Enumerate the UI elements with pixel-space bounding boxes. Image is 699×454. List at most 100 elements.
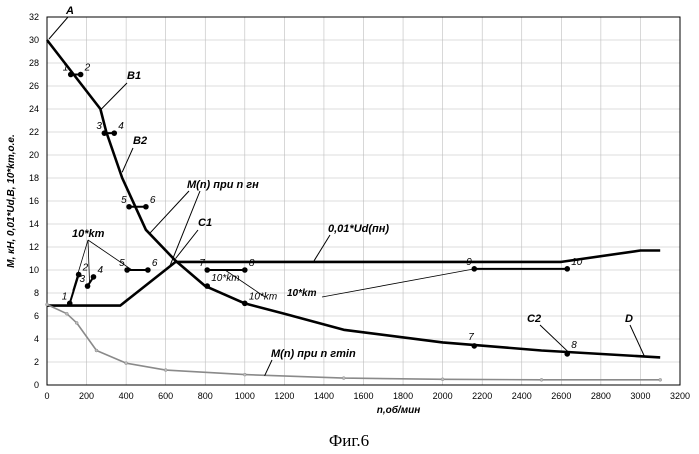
point-label: 1	[62, 291, 68, 302]
annotation-10km: 10*km	[72, 228, 105, 240]
x-tick-label: 600	[158, 391, 173, 401]
km-segment-point	[91, 274, 97, 280]
series-line	[47, 251, 660, 306]
tangent-segment-point	[111, 130, 117, 136]
x-tick-label: 2000	[433, 391, 453, 401]
series-point	[46, 303, 49, 306]
point-label: 4	[118, 121, 124, 132]
point-label: 4	[97, 265, 103, 276]
x-tick-label: 1400	[314, 391, 334, 401]
annotation-leader	[150, 191, 189, 233]
tangent-segment-point	[102, 130, 108, 136]
point-label: 6	[152, 258, 158, 269]
series-point	[659, 378, 662, 381]
series-point	[243, 373, 246, 376]
y-tick-label: 2	[34, 357, 39, 367]
chart-series-layer	[47, 40, 660, 380]
x-tick-label: 1200	[274, 391, 294, 401]
y-tick-label: 6	[34, 311, 39, 321]
tangent-segment-point	[143, 204, 149, 210]
y-tick-label: 30	[29, 35, 39, 45]
point-label: 9	[466, 257, 472, 268]
x-tick-label: 1000	[235, 391, 255, 401]
annotation-leader	[630, 325, 644, 356]
y-tick-label: 12	[29, 242, 39, 252]
y-tick-label: 22	[29, 127, 39, 137]
point-label: 7	[199, 258, 205, 269]
label-Ud: 0,01*Ud(пн)	[328, 223, 389, 235]
annotation-leader	[122, 148, 133, 172]
annotation-A: A	[65, 5, 74, 17]
x-tick-label: 400	[119, 391, 134, 401]
annotation-B2: B2	[133, 135, 147, 147]
tangent-segment-point	[78, 72, 84, 78]
point-label: 10	[571, 257, 583, 268]
point-label: 2	[84, 63, 91, 74]
y-axis-title: M, кН, 0,01*Ud,B, 10*km,о.е.	[6, 134, 17, 267]
annotation-leader	[314, 235, 330, 261]
label-M-n-gn: M(n) при n гн	[187, 179, 259, 191]
x-tick-label: 3200	[670, 391, 690, 401]
annotation-leader	[170, 191, 200, 267]
annotation-C2: C2	[527, 313, 541, 325]
x-tick-label: 0	[44, 391, 49, 401]
y-tick-label: 28	[29, 58, 39, 68]
label-M-n-gmin: M(n) при n гmin	[271, 348, 356, 360]
tangent-segment-point	[68, 72, 74, 78]
annotation-D: D	[625, 313, 633, 325]
series-line	[47, 40, 660, 357]
x-tick-label: 800	[198, 391, 213, 401]
y-tick-label: 16	[29, 196, 39, 206]
point-label: 3	[96, 121, 102, 132]
x-tick-label: 200	[79, 391, 94, 401]
km-segment-point	[67, 301, 73, 307]
annotation-B1: B1	[127, 70, 141, 82]
point-label: 10*km	[249, 291, 277, 302]
curve-point	[471, 343, 477, 349]
x-tick-label: 2200	[472, 391, 492, 401]
chart-grid	[47, 17, 680, 385]
annotation-leader	[88, 240, 90, 283]
y-tick-label: 0	[34, 380, 39, 390]
km-segment-point	[242, 267, 248, 273]
chart-labels-layer: n,об/минM, кН, 0,01*Ud,B, 10*km,о.е.Фиг.…	[6, 5, 644, 450]
y-tick-label: 14	[29, 219, 39, 229]
point-label: 1	[63, 63, 69, 74]
point-label: 2	[82, 263, 89, 274]
curve-point	[242, 301, 248, 307]
curve-point	[564, 351, 570, 357]
point-label: 5	[121, 195, 127, 206]
point-label: 8	[249, 258, 255, 269]
point-label: 3	[80, 274, 86, 285]
y-tick-label: 26	[29, 81, 39, 91]
annotation-leader	[88, 240, 132, 270]
y-tick-label: 32	[29, 12, 39, 22]
figure-caption: Фиг.6	[329, 431, 369, 450]
annotation-leader	[101, 83, 127, 109]
annotation-10km-right: 10*km	[287, 288, 317, 299]
annotation-C1: C1	[198, 217, 212, 229]
annotation-leader	[49, 17, 68, 39]
km-segment-point	[564, 266, 570, 272]
point-label: 10*km	[211, 273, 239, 284]
km-segment-point	[85, 283, 91, 289]
km-segment-line	[70, 275, 79, 304]
point-label: 7	[468, 332, 474, 343]
series-point	[125, 362, 128, 365]
x-tick-label: 2600	[551, 391, 571, 401]
series-point	[95, 349, 98, 352]
y-tick-label: 20	[29, 150, 39, 160]
series-point	[441, 378, 444, 381]
series-point	[342, 377, 345, 380]
x-tick-label: 1800	[393, 391, 413, 401]
point-label: 6	[150, 195, 156, 206]
y-tick-label: 24	[29, 104, 39, 114]
point-label: 8	[571, 340, 577, 351]
annotation-leader	[265, 360, 272, 376]
y-tick-label: 8	[34, 288, 39, 298]
tangent-segment-point	[126, 204, 132, 210]
x-tick-label: 1600	[353, 391, 373, 401]
curve-point	[204, 283, 210, 289]
km-segment-point	[145, 267, 151, 273]
y-tick-label: 4	[34, 334, 39, 344]
